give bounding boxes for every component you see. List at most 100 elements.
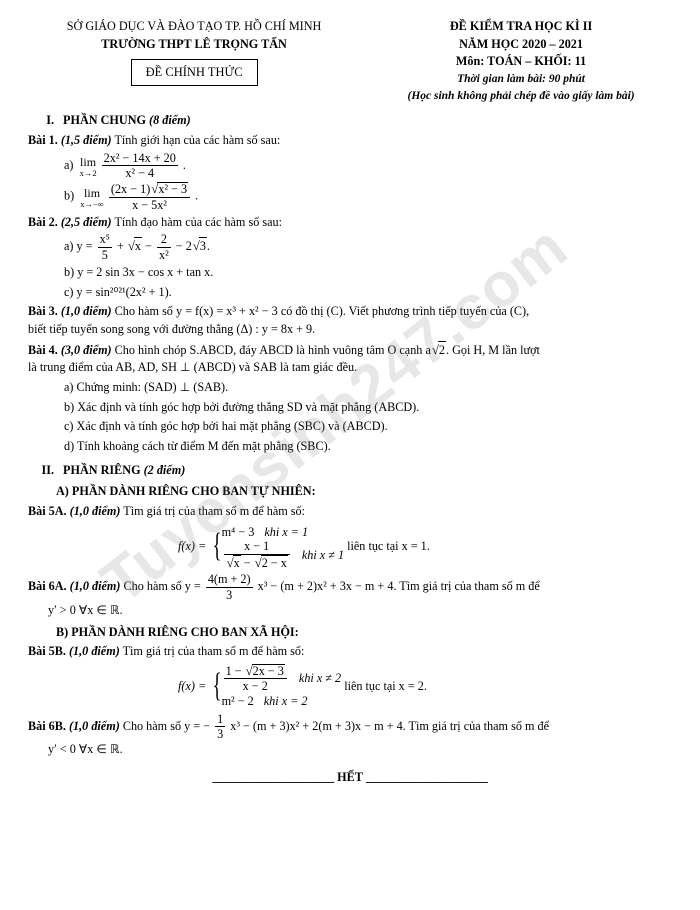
- header-right: ĐỀ KIỂM TRA HỌC KÌ II NĂM HỌC 2020 – 202…: [370, 18, 672, 104]
- bai-3: Bài 3. (1,0 điểm) Cho hàm số y = f(x) = …: [28, 303, 672, 321]
- header-left: SỞ GIÁO DỤC VÀ ĐÀO TẠO TP. HỒ CHÍ MINH T…: [28, 18, 360, 104]
- b5B-r1np: 1 −: [226, 664, 245, 678]
- b1b-den: x − 5x²: [109, 198, 190, 212]
- sub-A: A) PHẦN DÀNH RIÊNG CHO BAN TỰ NHIÊN:: [56, 483, 672, 501]
- b5B-label: Bài 5B.: [28, 644, 66, 658]
- b6B-fd: 3: [215, 727, 225, 741]
- school-name: TRƯỜNG THPT LÊ TRỌNG TẤN: [28, 36, 360, 54]
- bai4-line1b: . Gọi H, M lần lượt: [446, 343, 540, 357]
- b5A-fx: f(x) =: [178, 539, 209, 553]
- b6B-mid: x³ − (m + 3)x² + 2(m + 3)x − m + 4. Tìm …: [230, 719, 549, 733]
- bai2-stem: Tính đạo hàm của các hàm số sau:: [114, 215, 282, 229]
- b5A-tail: liên tục tại x = 1.: [347, 539, 430, 553]
- b6A-pts: (1,0 điểm): [70, 579, 121, 593]
- b2a-m2: −: [145, 239, 155, 253]
- end-marker: ____________________ HẾT _______________…: [28, 769, 672, 787]
- b5A-r2d2: 2 − x: [261, 555, 288, 570]
- section-1-points: (8 điểm): [149, 113, 191, 127]
- b5B-fx: f(x) =: [178, 679, 209, 693]
- bai3-label: Bài 3.: [28, 304, 58, 318]
- b6A-label: Bài 6A.: [28, 579, 67, 593]
- dept-line: SỞ GIÁO DỤC VÀ ĐÀO TẠO TP. HỒ CHÍ MINH: [28, 18, 360, 36]
- bai4-label: Bài 4.: [28, 343, 58, 357]
- b6A-fn: 4(m + 2): [206, 573, 253, 587]
- b6A-line2: y′ > 0 ∀x ∈ ℝ.: [48, 602, 672, 620]
- section-2-points: (2 điểm): [144, 463, 186, 477]
- b5A-r2r: khi x ≠ 1: [302, 547, 344, 563]
- b2c-eq: y = sin²⁰²¹(2x² + 1).: [77, 285, 172, 299]
- b6B-pts: (1,0 điểm): [69, 719, 120, 733]
- b5B-stem: Tìm giá trị của tham số m để hàm số:: [123, 644, 305, 658]
- b1b-left: (2x − 1): [111, 182, 150, 196]
- bai1-a: a) limx→2 2x² − 14x + 20 x² − 4 .: [64, 152, 672, 180]
- b2a-tail: − 2: [176, 239, 192, 253]
- b1b-rad: x² − 3: [157, 182, 188, 196]
- b5A-r1r: khi x = 1: [264, 524, 308, 540]
- bai3-line2: biết tiếp tuyến song song với đường thẳn…: [28, 321, 672, 339]
- b6B-fn: 1: [215, 713, 225, 727]
- b6B-label: Bài 6B.: [28, 719, 66, 733]
- bai-2: Bài 2. (2,5 điểm) Tính đạo hàm của các h…: [28, 214, 672, 232]
- b5B-eq: f(x) = { 1 − 2x − 3 x − 2 khi x ≠ 2 m² −…: [178, 664, 672, 710]
- b6A-fd: 3: [206, 588, 253, 602]
- bai4-line1a: Cho hình chóp S.ABCD, đáy ABCD là hình v…: [115, 343, 431, 357]
- bai3-line1: Cho hàm số y = f(x) = x³ + x² − 3 có đồ …: [115, 304, 530, 318]
- b6B-pre: Cho hàm số y = −: [123, 719, 210, 733]
- bai-4: Bài 4. (3,0 điểm) Cho hình chóp S.ABCD, …: [28, 341, 672, 360]
- bai-6B: Bài 6B. (1,0 điểm) Cho hàm số y = − 13 x…: [28, 713, 672, 741]
- end-text: HẾT: [337, 769, 363, 787]
- bai2-a: a) y = x⁵5 + x − 2x² − 23.: [64, 233, 672, 261]
- bai2-b: b) y = 2 sin 3x − cos x + tan x.: [64, 264, 672, 282]
- section-2-title: PHẦN RIÊNG: [63, 463, 141, 477]
- b2a-f1n: x⁵: [98, 233, 112, 247]
- b5B-r1d: x − 2: [224, 679, 287, 693]
- b5A-r2n: x − 1: [224, 540, 290, 554]
- bai1-stem: Tính giới hạn của các hàm số sau:: [114, 133, 280, 147]
- bai2-label: Bài 2.: [28, 215, 58, 229]
- b2a-lhs: y =: [77, 239, 96, 253]
- b6A-pre: Cho hàm số y =: [123, 579, 203, 593]
- b5A-r1l: m⁴ − 3: [222, 524, 255, 540]
- note: (Học sinh không phải chép đề vào giấy là…: [370, 88, 672, 105]
- b2a-tail-rad: 3: [199, 237, 207, 256]
- b5B-r2l: m² − 2: [222, 693, 254, 709]
- bai4-d: d) Tính khoảng cách từ điểm M đến mặt ph…: [64, 438, 672, 456]
- bai1-label: Bài 1.: [28, 133, 58, 147]
- official-box: ĐỀ CHÍNH THỨC: [131, 59, 258, 85]
- header: SỞ GIÁO DỤC VÀ ĐÀO TẠO TP. HỒ CHÍ MINH T…: [28, 18, 672, 104]
- b5B-r2r: khi x = 2: [264, 693, 308, 709]
- b5A-label: Bài 5A.: [28, 504, 67, 518]
- bai-1: Bài 1. (1,5 điểm) Tính giới hạn của các …: [28, 132, 672, 150]
- b5A-pts: (1,0 điểm): [70, 504, 121, 518]
- b5A-eq: f(x) = { m⁴ − 3 khi x = 1 x − 1 x − 2 − …: [178, 524, 672, 571]
- bai2-points: (2,5 điểm): [61, 215, 112, 229]
- b2a-f2n: 2: [157, 233, 171, 247]
- lim-b: x→−∞: [80, 201, 104, 209]
- section-1: I. PHẦN CHUNG (8 điểm): [28, 112, 672, 130]
- b5B-tail: liên tục tại x = 2.: [344, 679, 427, 693]
- year: NĂM HỌC 2020 – 2021: [370, 36, 672, 54]
- bai4-rad: 2: [438, 341, 446, 360]
- exam-title: ĐỀ KIỂM TRA HỌC KÌ II: [370, 18, 672, 36]
- bai-5B: Bài 5B. (1,0 điểm) Tìm giá trị của tham …: [28, 643, 672, 661]
- b5B-r1r: khi x ≠ 2: [299, 670, 341, 686]
- b5A-stem: Tìm giá trị của tham số m để hàm số:: [123, 504, 305, 518]
- b2a-f2d: x²: [157, 248, 171, 262]
- b1a-den: x² − 4: [102, 166, 178, 180]
- b2a-m1: +: [117, 239, 127, 253]
- sub-B: B) PHẦN DÀNH RIÊNG CHO BAN XÃ HỘI:: [56, 624, 672, 642]
- bai4-points: (3,0 điểm): [61, 343, 112, 357]
- section-2: II. PHẦN RIÊNG (2 điểm): [28, 462, 672, 480]
- b5B-r1nr: 2x − 3: [252, 664, 285, 678]
- b6B-line2: y′ < 0 ∀x ∈ ℝ.: [48, 741, 672, 759]
- section-1-title: PHẦN CHUNG: [63, 113, 146, 127]
- bai-5A: Bài 5A. (1,0 điểm) Tìm giá trị của tham …: [28, 503, 672, 521]
- bai2-c: c) y = sin²⁰²¹(2x² + 1).: [64, 284, 672, 302]
- b5B-pts: (1,0 điểm): [69, 644, 120, 658]
- lim-a: x→2: [80, 170, 97, 178]
- bai3-points: (1,0 điểm): [61, 304, 112, 318]
- bai-6A: Bài 6A. (1,0 điểm) Cho hàm số y = 4(m + …: [28, 573, 672, 601]
- bai4-c: c) Xác định và tính góc hợp bởi hai mặt …: [64, 418, 672, 436]
- b2b-eq: y = 2 sin 3x − cos x + tan x.: [77, 265, 213, 279]
- b5A-r2d1: x: [233, 555, 241, 570]
